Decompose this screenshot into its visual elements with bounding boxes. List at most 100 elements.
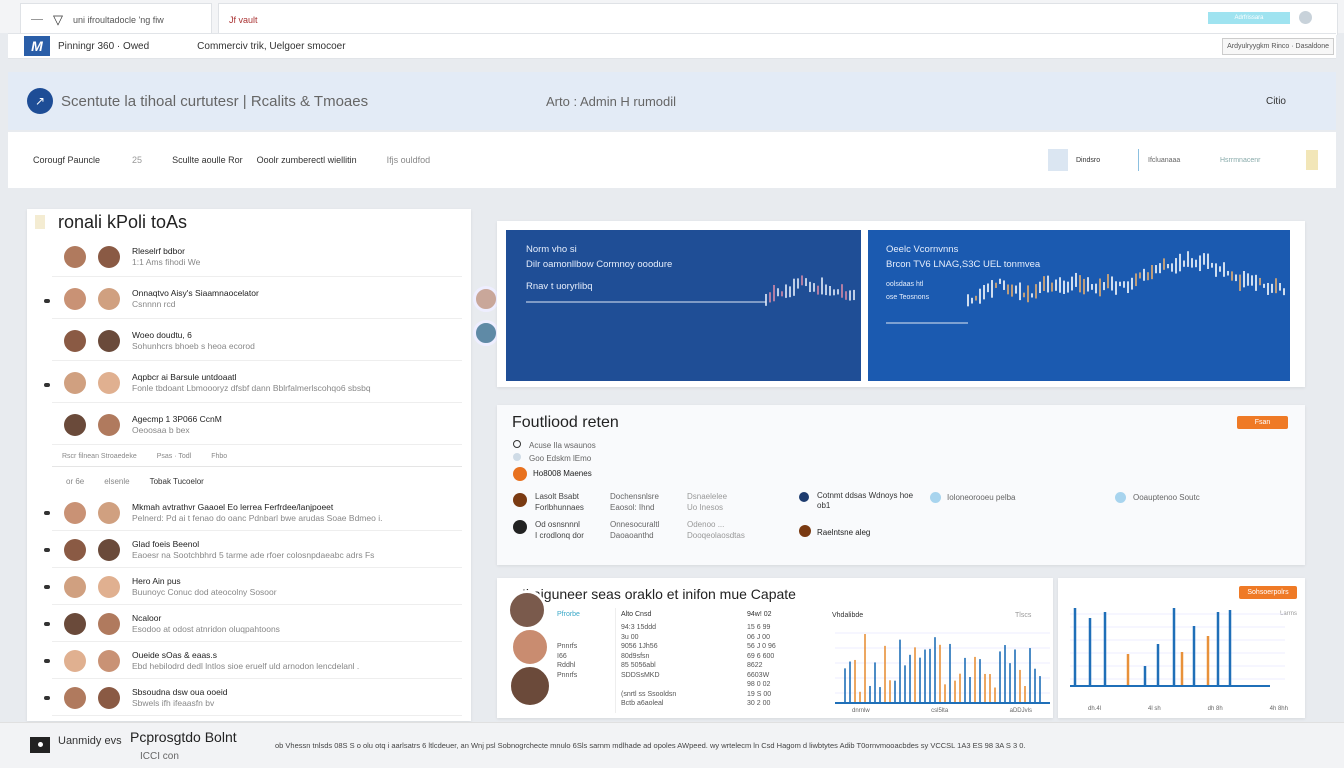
table-row[interactable]: I66 80d9sfsn 69 6 600 xyxy=(557,652,797,662)
item-name: Hero Ain pus xyxy=(132,575,181,586)
subheader-col: or 6e xyxy=(66,476,85,486)
col-text: Uo Inesos xyxy=(687,503,724,512)
table-cell: 3u 00 xyxy=(621,633,639,641)
list-item[interactable]: Hero Ain pus Buunoyc Conuc dod ateocolny … xyxy=(52,569,462,605)
table-cell: 80d9sfsn xyxy=(621,652,650,660)
list-item[interactable]: Mkmah avtrathvr Gaaoel Eo lerrea Ferfrde… xyxy=(52,495,462,531)
table-cell xyxy=(557,699,621,709)
col-text: Forlbhunnaes xyxy=(535,503,584,512)
divider xyxy=(1138,149,1139,171)
subheader-col: Tobak Tucoelor xyxy=(149,476,204,486)
table-cell: 69 6 600 xyxy=(747,652,775,660)
list-item[interactable]: Glad foeis Beenol Eaoesr na Sootchbhrd 5 … xyxy=(52,532,462,568)
info-col: Dochensnlsre Eaosol: Ihnd Onnesocuraltl Dao… xyxy=(610,491,659,541)
avatar xyxy=(98,413,120,436)
column-header[interactable]: Pfrorbe xyxy=(557,611,580,618)
list-item[interactable]: Agecmp 1 3P066 CcnM Oeoosaa b bex xyxy=(52,405,462,445)
table-row[interactable]: Rddhl 85 5056abl 8622 xyxy=(557,661,797,671)
footer-bar: Uanmidy evs Pcprosgtdo Bolnt ICCI con ob… xyxy=(0,722,1344,768)
tab-dash-icon xyxy=(31,19,43,20)
chart-label: ose Teosnons xyxy=(886,294,930,301)
action-button[interactable]: Adrfrissara xyxy=(1208,12,1290,24)
avatar[interactable] xyxy=(508,664,552,708)
x-tick: dh.4l xyxy=(1088,706,1102,712)
column-header[interactable]: 94w! 02 xyxy=(747,611,772,618)
nav-right-item[interactable]: Hsrrmnacenr xyxy=(1220,156,1261,164)
card-action-button[interactable]: Sohsoerpolrs xyxy=(1239,586,1297,599)
col-text: I crodlonq dor xyxy=(535,531,584,540)
item-desc: Sbwels ifh ifeaasfn bv xyxy=(132,697,215,708)
address-right-box[interactable]: Ardyulryygkm Rinco · Dasaldone xyxy=(1222,37,1334,55)
nav-bar: Corougf Pauncle 25 Scullte aoulle Ror Oo… xyxy=(8,132,1336,188)
chart-title: Vhdalibde xyxy=(832,612,864,619)
circle-icon xyxy=(513,453,521,461)
item-name: Woeo doudtu, 6 xyxy=(132,329,192,340)
status-text: Ooauptenoo Soutc xyxy=(1133,493,1200,502)
list-item[interactable]: Onnaqtvo Aisy's Siaamnaocelator Csnnnn rc… xyxy=(52,279,462,319)
table-row[interactable]: Pnnrfs 9056 1Jh56 56 J 0 96 xyxy=(557,642,797,652)
dot-icon xyxy=(37,742,43,747)
item-desc: Fonle tbdoant Lbmoooryz dfsbf dann Bblrf… xyxy=(132,382,371,393)
page-banner: ↗ Scentute la tihoal curtutesr | Rcalits… xyxy=(8,72,1336,130)
table-row[interactable]: 3u 00 06 J 00 xyxy=(557,633,797,643)
list-item[interactable]: Aqpbcr ai Barsule untdoaatl Fonle tbdoant… xyxy=(52,363,462,403)
x-tick: csl5lta xyxy=(931,708,949,714)
avatar xyxy=(64,329,86,352)
table-row[interactable]: 94:3 15ddd 15 6 99 xyxy=(557,623,797,633)
nav-thumb-icon xyxy=(1048,149,1068,171)
status-text: Raelntsne aleg xyxy=(817,528,871,537)
nav-item[interactable]: Corougf Pauncle xyxy=(33,155,101,165)
list-subheader: or 6e elsenle Tobak Tucoelor xyxy=(52,471,462,491)
mixed-bar-chart xyxy=(835,632,1050,704)
card-action-button[interactable]: Fsan xyxy=(1237,416,1288,429)
list-item[interactable]: Oueide sOas & eaas.s Ebd hebilodrd dedl l… xyxy=(52,643,462,679)
list-item[interactable]: Woeo doudtu, 6 Sohunhcrs bhoeb s heoa eco… xyxy=(52,321,462,361)
nav-right-item[interactable]: Dindsro xyxy=(1076,156,1101,164)
table-row[interactable]: Pnnrfs SDDSsMKD 6603W xyxy=(557,671,797,681)
col-text: Onnesocuraltl xyxy=(610,520,660,529)
column-header[interactable]: Alto Cnsd xyxy=(621,611,652,618)
nav-item[interactable]: Ifjs ouldfod xyxy=(386,155,431,165)
browser-tab-active[interactable]: Jf vault xyxy=(218,3,1338,35)
app-icon: ↗ xyxy=(27,88,53,114)
avatar[interactable] xyxy=(507,590,547,630)
filter-item[interactable]: Fhbo xyxy=(211,453,228,460)
list-item[interactable]: Rleselrf bdbor 1:1 Ams fihodi We xyxy=(52,237,462,277)
floating-avatar[interactable] xyxy=(473,286,499,312)
bullet-icon xyxy=(44,659,50,663)
nav-right-item[interactable]: Ifcluanaaa xyxy=(1148,156,1181,164)
avatar[interactable] xyxy=(510,627,550,667)
table-row[interactable]: (snrtl ss Ssooldsn 19 S 00 xyxy=(557,690,797,700)
floating-avatar[interactable] xyxy=(473,320,499,346)
table-row[interactable]: 98 0 02 xyxy=(557,680,797,690)
list-item[interactable]: Sbsoudna dsw oua ooeid Sbwels ifh ifeaasf… xyxy=(52,680,462,716)
table-row[interactable]: Bctb a6aoleal 30 2 00 xyxy=(557,699,797,709)
item-desc: 1:1 Ams fihodi We xyxy=(132,256,201,267)
profile-icon[interactable] xyxy=(1299,11,1312,24)
table-cell: 19 S 00 xyxy=(747,690,772,698)
table-cell: 15 6 99 xyxy=(747,624,771,631)
table-cell: 94:3 15ddd xyxy=(621,624,657,631)
address-bar[interactable]: M Pinningr 360 · Owed Commerciv trik, Ue… xyxy=(8,33,1336,59)
nav-item[interactable]: Ooolr zumberectl wiellitin xyxy=(256,155,357,165)
tab-label: uni ifroultadocle 'ng fiw xyxy=(73,14,164,25)
item-desc: Pelnerd: Pd ai t fenao do oanc Pdnbarl b… xyxy=(132,512,383,523)
item-name: Oueide sOas & eaas.s xyxy=(132,649,218,660)
banner-right-link[interactable]: Citio xyxy=(1265,95,1286,107)
col-text: Dochensnlsre xyxy=(610,492,659,501)
status-dot-icon xyxy=(513,520,527,534)
filter-item[interactable]: Rscr filnean Stroaedeke xyxy=(62,453,137,460)
browser-tab[interactable]: ▽ uni ifroultadocle 'ng fiw xyxy=(20,3,212,35)
filter-item[interactable]: Psas · Todl xyxy=(156,453,192,460)
nav-item[interactable]: Scullte aoulle Ror xyxy=(172,155,243,165)
check-icon xyxy=(930,492,941,503)
item-desc: Eaoesr na Sootchbhrd 5 tarme ade rfoer c… xyxy=(132,549,375,560)
item-desc: Esodoo at odost atnridon oluqpahtoons xyxy=(132,623,280,634)
status-text: Cotnmt ddsas Wdnoys hoe ob1 xyxy=(817,491,914,510)
chart-label: Norm vho si xyxy=(526,244,577,255)
avatar xyxy=(64,245,86,268)
bullet-icon xyxy=(44,696,50,700)
footer-icon[interactable] xyxy=(30,737,50,753)
filter-bar[interactable]: Rscr filnean Stroaedeke Psas · Todl Fhbo xyxy=(52,447,462,467)
list-item[interactable]: Ncaloor Esodoo at odost atnridon oluqpaht… xyxy=(52,606,462,642)
